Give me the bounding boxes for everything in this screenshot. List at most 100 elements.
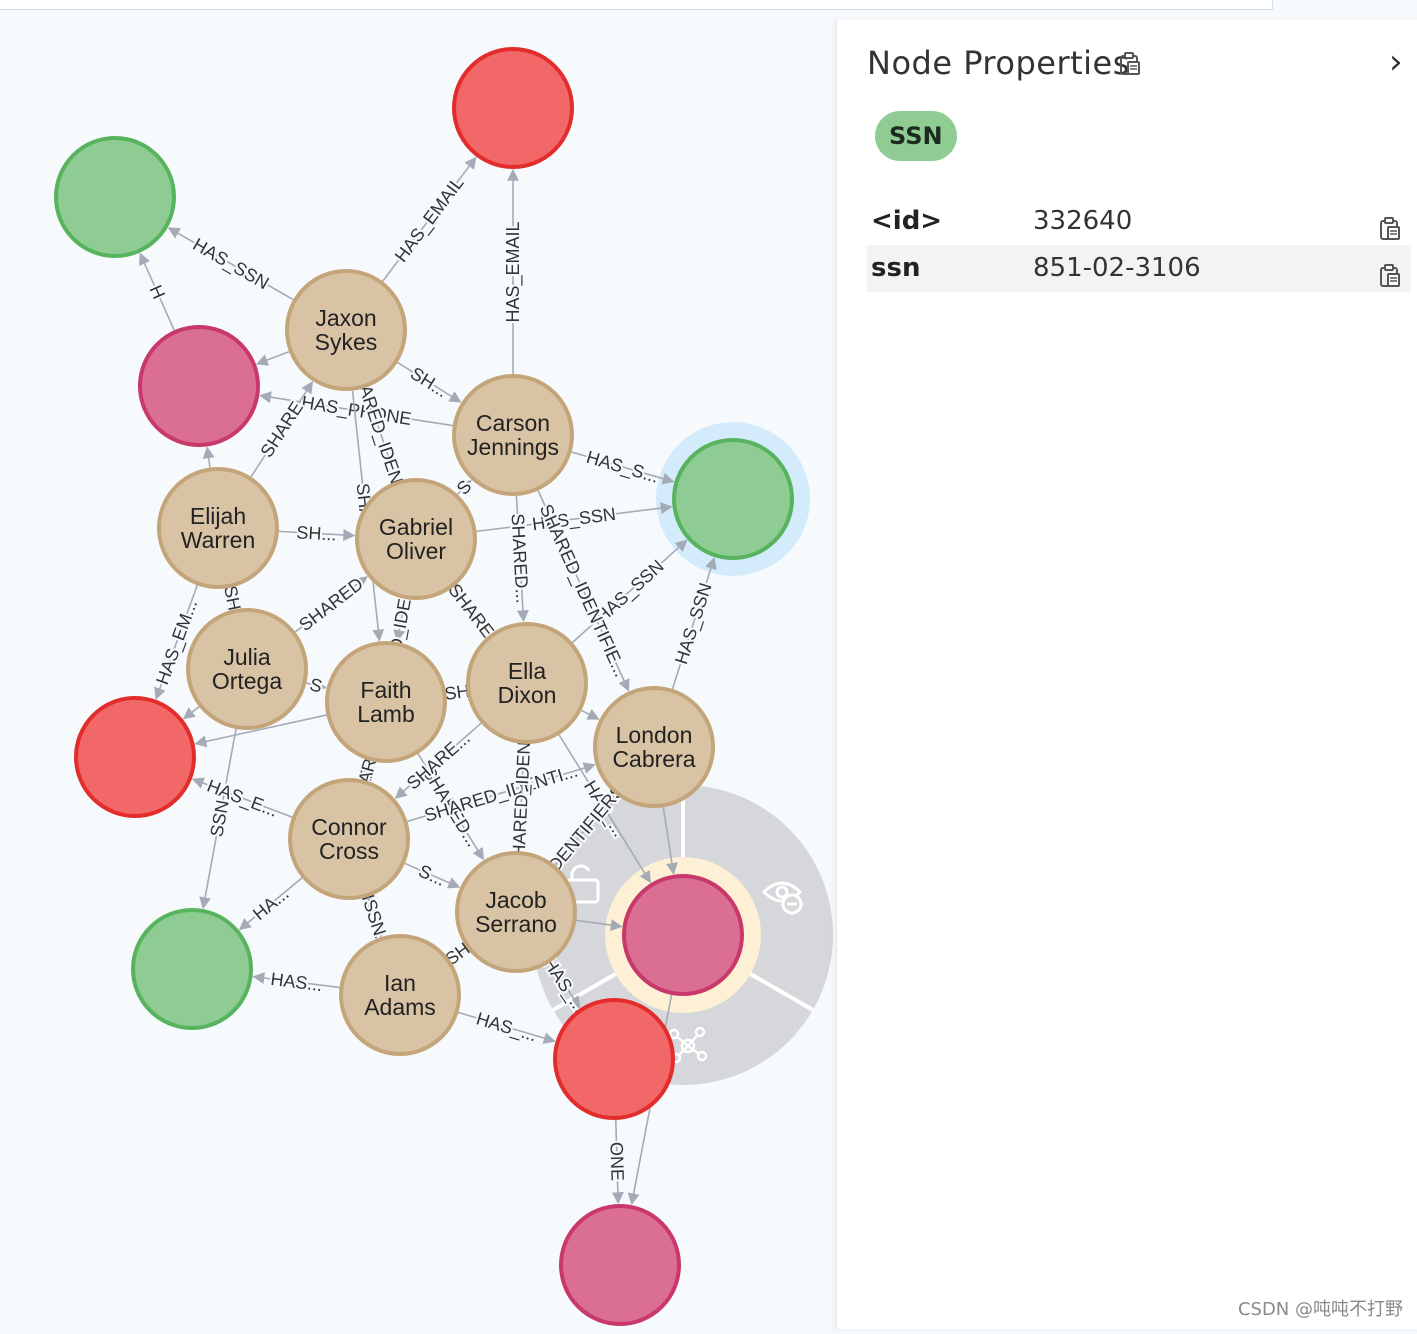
email-node[interactable] — [553, 998, 675, 1120]
relationship-edge[interactable]: SH... — [278, 520, 356, 547]
node-caption: Cross — [319, 838, 379, 864]
relationship-edge[interactable] — [576, 919, 623, 932]
relationship-edge[interactable]: HAS_E... — [191, 774, 293, 824]
relationship-edge[interactable]: H — [139, 252, 175, 331]
clipboard-icon[interactable] — [1379, 210, 1401, 257]
relationship-edge[interactable]: SHARE — [442, 578, 500, 643]
node-caption: Jacob — [485, 887, 546, 913]
chevron-right-icon[interactable]: › — [1389, 42, 1403, 82]
relationship-label: HAS_EMAIL — [391, 173, 469, 266]
ssn-node[interactable] — [672, 438, 794, 560]
relationship-label: HAS_SSN — [671, 580, 717, 666]
node-caption: Faith — [360, 677, 411, 703]
relationship-edge[interactable]: HAS_EMAIL — [501, 168, 526, 374]
relationship-edge[interactable]: SHARED... — [505, 495, 534, 623]
hide-icon[interactable] — [761, 881, 803, 915]
node-caption: Gabriel — [379, 514, 453, 540]
property-row: ssn 851-02-3106 — [867, 245, 1411, 292]
relationship-edge[interactable]: SSN — [357, 895, 392, 940]
node-caption: Ortega — [212, 668, 283, 694]
relationship-edge[interactable] — [255, 350, 290, 366]
relationship-edge[interactable]: S... — [404, 859, 461, 892]
node-caption: Warren — [181, 527, 256, 553]
relationship-edge[interactable]: HAS_... — [458, 1006, 556, 1048]
relationship-label: SSN — [359, 897, 390, 938]
clipboard-icon[interactable] — [1379, 257, 1401, 304]
node-caption: Carson — [476, 410, 550, 436]
node-caption: Lamb — [357, 701, 415, 727]
ssn-node[interactable] — [54, 136, 176, 258]
radial-menu-divider — [749, 972, 814, 1012]
node-caption: Jennings — [467, 434, 559, 460]
relationship-edge[interactable]: HA... — [238, 877, 303, 931]
ssn-node[interactable] — [131, 908, 253, 1030]
relationship-edge[interactable]: SHARED_IDEN... — [506, 724, 538, 872]
query-bar[interactable] — [0, 0, 1273, 10]
property-key: ssn — [871, 253, 921, 283]
relationship-edge[interactable] — [182, 706, 200, 720]
node-label-chip[interactable]: SSN — [875, 111, 957, 161]
node-caption: Jaxon — [315, 305, 376, 331]
node-caption: Cabrera — [612, 746, 695, 772]
relationship-label: HAS_S... — [584, 447, 661, 488]
relationship-label: SHARED_IDEN... — [508, 726, 536, 870]
relationship-label: HAS_SSN — [189, 234, 272, 294]
email-node[interactable] — [452, 47, 574, 169]
panel-title: Node Properties — [867, 44, 1130, 82]
node-caption: Julia — [223, 644, 271, 670]
relationship-label: H — [145, 282, 169, 302]
relationship-label: HA... — [249, 883, 293, 924]
node-caption: Dixon — [498, 682, 557, 708]
clipboard-icon[interactable] — [1119, 52, 1141, 81]
node-caption: Serrano — [475, 911, 557, 937]
relationship-edge[interactable] — [662, 807, 678, 875]
radial-menu-divider — [552, 972, 617, 1012]
graph-canvas[interactable]: HAS_EMAIL HAS_EMAIL HAS_SSN SH... H HAS_S... H… — [0, 0, 836, 1329]
relationship-edge[interactable] — [581, 708, 600, 720]
relationship-label: HAS_... — [474, 1008, 539, 1046]
relationship-edge[interactable]: SHARED — [293, 572, 369, 638]
node-properties-panel: Node Properties › SSN <id> 332640 — [836, 20, 1417, 1329]
relationship-label: HAS... — [269, 969, 323, 995]
node-caption: Elijah — [190, 503, 246, 529]
node-caption: Ella — [508, 658, 547, 684]
relationship-edge[interactable]: HAS_SSN — [669, 556, 719, 690]
email-node[interactable] — [74, 696, 196, 818]
relationship-label: SH... — [296, 522, 337, 544]
relationship-label: SHARE — [444, 580, 498, 641]
phone-node[interactable] — [622, 874, 744, 996]
graph-view[interactable]: HAS_EMAIL HAS_EMAIL HAS_SSN SH... H HAS_S... H… — [0, 0, 836, 1329]
properties-table: <id> 332640 ssn 851-02-3106 — [867, 198, 1411, 292]
relationship-edge[interactable]: HAS_SSN — [167, 227, 294, 301]
relationship-label: S... — [416, 861, 449, 890]
relationship-edge[interactable]: ONE — [604, 1119, 630, 1205]
relationship-label: HAS_EMAIL — [503, 221, 524, 322]
property-row: <id> 332640 — [867, 198, 1411, 245]
relationship-edge[interactable]: HAS_EMAIL — [382, 156, 477, 282]
relationship-edge[interactable]: S — [306, 672, 327, 699]
relationship-edge[interactable] — [194, 714, 327, 748]
phone-node[interactable] — [559, 1204, 681, 1326]
property-value: 851-02-3106 — [1033, 253, 1201, 283]
relationship-label: SHARE — [256, 398, 306, 461]
relationship-edge[interactable]: HAS_SSN — [476, 502, 673, 537]
node-caption: London — [616, 722, 693, 748]
relationship-edge[interactable]: SSN — [199, 728, 237, 910]
phone-node[interactable] — [138, 325, 260, 447]
relationship-edge[interactable]: HAS... — [252, 967, 340, 997]
node-caption: Ian — [384, 970, 416, 996]
relationship-edge[interactable]: SH... — [397, 361, 462, 403]
relationship-edge[interactable] — [202, 446, 215, 468]
